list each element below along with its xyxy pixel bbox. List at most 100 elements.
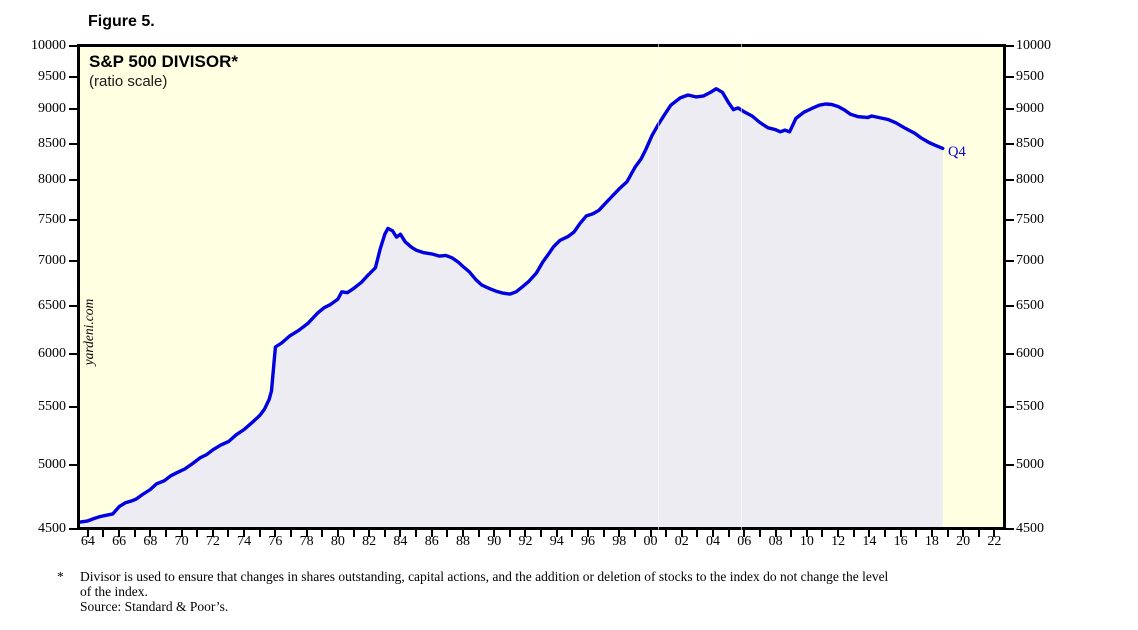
x-axis-label: 20: [956, 534, 971, 549]
y-axis-label-left: 7500: [38, 211, 66, 227]
x-axis-tick: [680, 530, 683, 537]
x-axis-tick: [790, 530, 793, 537]
x-axis-tick: [321, 530, 324, 537]
x-axis-tick: [368, 530, 371, 537]
x-axis-tick: [868, 530, 871, 537]
footnote-source: Source: Standard & Poor’s.: [80, 599, 229, 614]
x-axis-tick: [993, 530, 996, 537]
x-axis-label: 92: [518, 534, 533, 549]
y-axis-label-left: 9500: [38, 68, 66, 84]
x-axis-label: 06: [737, 534, 752, 549]
x-axis-label: 68: [143, 534, 158, 549]
y-axis-tick-left: [69, 75, 78, 78]
y-axis-label-left: 6000: [38, 346, 66, 362]
x-axis-tick: [305, 530, 308, 537]
x-axis-tick: [118, 530, 121, 537]
x-axis-label: 78: [299, 534, 314, 549]
y-axis-tick-left: [69, 218, 78, 221]
y-axis-tick-right: [1005, 179, 1014, 182]
x-axis-tick: [461, 530, 464, 537]
x-axis-tick: [508, 530, 511, 537]
y-axis-label-right: 7500: [1016, 211, 1044, 227]
y-axis-label-right: 6000: [1016, 346, 1044, 362]
x-axis-tick: [946, 530, 949, 537]
y-axis-tick-right: [1005, 406, 1014, 409]
x-axis-tick: [274, 530, 277, 537]
x-axis-label: 64: [80, 534, 95, 549]
x-axis-label: 88: [455, 534, 470, 549]
x-axis-tick: [555, 530, 558, 537]
x-axis-tick: [540, 530, 543, 537]
x-axis-tick: [477, 530, 480, 537]
y-axis-tick-right: [1005, 260, 1014, 263]
y-axis-tick-left: [69, 527, 78, 530]
y-axis-label-right: 5000: [1016, 456, 1044, 472]
x-axis-tick: [243, 530, 246, 537]
x-axis-tick: [696, 530, 699, 537]
x-axis-tick: [164, 530, 167, 537]
y-axis-label-right: 9500: [1016, 68, 1044, 84]
x-axis-tick: [649, 530, 652, 537]
y-axis-label-right: 8500: [1016, 135, 1044, 151]
x-axis-label: 72: [205, 534, 220, 549]
x-axis-tick: [196, 530, 199, 537]
x-axis-tick: [915, 530, 918, 537]
x-axis-tick: [712, 530, 715, 537]
x-axis-label: 84: [393, 534, 408, 549]
x-axis-label: 10: [799, 534, 814, 549]
y-axis-tick-left: [69, 108, 78, 111]
x-axis-label: 82: [362, 534, 377, 549]
x-axis-tick: [977, 530, 980, 537]
x-axis-tick: [430, 530, 433, 537]
x-axis-label: 02: [674, 534, 689, 549]
y-axis-label-right: 9000: [1016, 101, 1044, 117]
y-axis-tick-right: [1005, 218, 1014, 221]
x-axis-tick: [899, 530, 902, 537]
x-axis-label: 70: [174, 534, 189, 549]
x-axis-tick: [383, 530, 386, 537]
tile-seam-artifact: [658, 43, 659, 532]
x-axis-tick: [258, 530, 261, 537]
y-axis-label-left: 7000: [38, 253, 66, 269]
y-axis-tick-right: [1005, 463, 1014, 466]
y-axis-label-left: 10000: [31, 37, 66, 53]
x-axis-tick: [352, 530, 355, 537]
y-axis-label-left: 9000: [38, 101, 66, 117]
y-axis-label-left: 5000: [38, 456, 66, 472]
footnote-text: Divisor is used to ensure that changes i…: [80, 569, 1040, 614]
y-axis-tick-left: [69, 305, 78, 308]
x-axis-tick: [571, 530, 574, 537]
y-axis-tick-left: [69, 260, 78, 263]
footnote-marker: *: [57, 569, 64, 584]
x-axis-label: 76: [268, 534, 283, 549]
x-axis-tick: [133, 530, 136, 537]
x-axis-tick: [493, 530, 496, 537]
x-axis-tick: [227, 530, 230, 537]
x-axis-label: 00: [643, 534, 658, 549]
x-axis-label: 74: [237, 534, 252, 549]
x-axis-tick: [180, 530, 183, 537]
y-axis-tick-right: [1005, 75, 1014, 78]
x-axis-tick: [727, 530, 730, 537]
watermark-yardeni: yardeni.com: [81, 298, 96, 366]
y-axis-label-left: 6500: [38, 298, 66, 314]
x-axis-tick: [149, 530, 152, 537]
y-axis-tick-right: [1005, 108, 1014, 111]
x-axis-tick: [930, 530, 933, 537]
x-axis-tick: [758, 530, 761, 537]
y-axis-label-left: 5500: [38, 399, 66, 415]
x-axis-tick: [211, 530, 214, 537]
y-axis-label-right: 8000: [1016, 172, 1044, 188]
x-axis-label: 96: [581, 534, 595, 549]
y-axis-tick-left: [69, 353, 78, 356]
x-axis-label: 86: [424, 534, 439, 549]
x-axis-tick: [633, 530, 636, 537]
x-axis-tick: [774, 530, 777, 537]
x-axis-label: 12: [831, 534, 846, 549]
y-axis-tick-right: [1005, 305, 1014, 308]
y-axis-label-right: 4500: [1016, 520, 1044, 536]
x-axis-label: 90: [487, 534, 502, 549]
x-axis-label: 94: [549, 534, 564, 549]
y-axis-tick-right: [1005, 142, 1014, 145]
x-axis-label: 08: [768, 534, 783, 549]
